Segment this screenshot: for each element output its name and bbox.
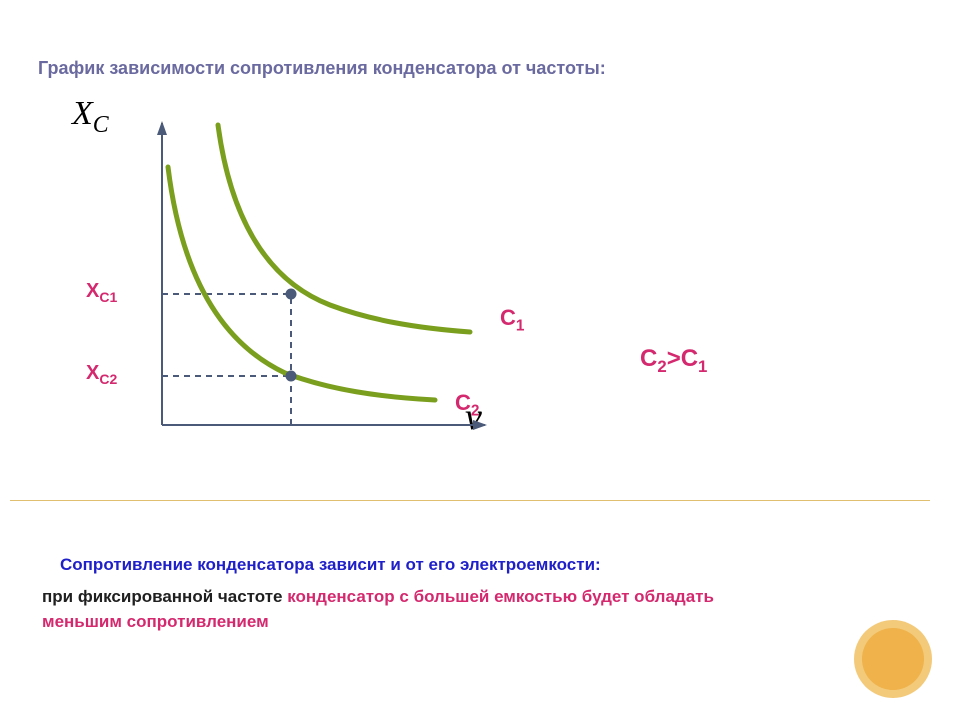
decor-circle-inner (862, 628, 924, 690)
divider (10, 500, 930, 501)
curves (168, 125, 470, 400)
conclusion: при фиксированной частоте конденсатор с … (42, 585, 782, 634)
conclusion-plain: при фиксированной частоте (42, 587, 287, 606)
chart-svg (70, 105, 590, 465)
slide-title: График зависимости сопротивления конденс… (38, 58, 606, 79)
slide: { "slide": { "title": "График зависимост… (0, 0, 960, 720)
guides (162, 294, 291, 425)
inequality: C2>C1 (640, 345, 707, 377)
caption: Сопротивление конденсатора зависит и от … (60, 555, 601, 575)
